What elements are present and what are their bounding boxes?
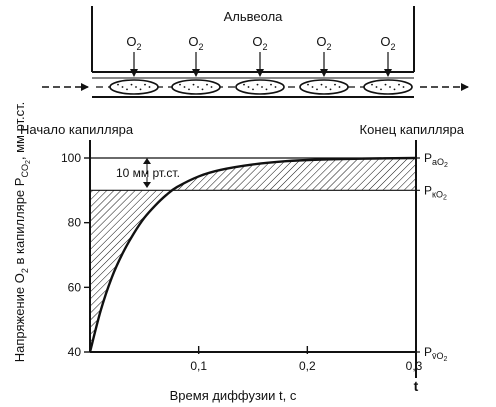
oxygen-tension-chart: 40 60 80 100 0,1 0,2 0,3 PaO2 PкO2 Pv̄O2 10 мм … (12, 102, 448, 403)
x-axis-title: Время диффузии t, с (170, 388, 297, 403)
gap-annotation: 10 мм рт.ст. (116, 158, 180, 188)
o2-label: O2 (126, 34, 141, 52)
alveolus-title: Альвеола (224, 9, 284, 24)
o2-label: O2 (252, 34, 267, 52)
red-blood-cell (109, 79, 159, 95)
o2-label: O2 (316, 34, 331, 52)
o2-label: O2 (188, 34, 203, 52)
o2-arrows (130, 52, 392, 77)
capillary (42, 71, 469, 98)
y-tick-label: 40 (68, 345, 82, 359)
alveolus: Альвеола O2 O2 O2 O2 O2 (91, 6, 415, 77)
y-tick-label: 60 (68, 280, 82, 294)
y-tick-label: 100 (61, 151, 81, 165)
red-blood-cells (109, 79, 413, 95)
reference-label: PкO2 (424, 183, 447, 201)
red-blood-cell (299, 79, 349, 95)
y-ticks: 40 60 80 100 (61, 151, 90, 359)
x-tick-label: 0,3 (406, 359, 423, 373)
reference-labels: PaO2 PкO2 Pv̄O2 (424, 151, 448, 363)
y-tick-label: 80 (68, 216, 82, 230)
reference-label: Pv̄O2 (424, 345, 448, 363)
o2-labels: O2 O2 O2 O2 O2 (126, 34, 395, 52)
red-blood-cell (235, 79, 285, 95)
gap-annotation-label: 10 мм рт.ст. (116, 166, 180, 180)
capillary-end-label: Конец капилляра (360, 122, 465, 137)
x-tick-label: 0,1 (190, 359, 207, 373)
x-ticks: 0,1 0,2 0,3 (190, 346, 423, 373)
red-blood-cell (171, 79, 221, 95)
reference-label: PaO2 (424, 151, 448, 169)
capillary-po2-curve (88, 156, 417, 353)
o2-label: O2 (380, 34, 395, 52)
y-axis-title: Напряжение O2 в капилляре PCO2, мм рт.ст… (12, 102, 32, 363)
capillary-start-label: Начало капилляра (20, 122, 134, 137)
hatched-gradient-area (90, 158, 416, 352)
red-blood-cell (363, 79, 413, 95)
x-tick-label: 0,2 (299, 359, 316, 373)
x-axis-end-label: t (414, 378, 419, 394)
